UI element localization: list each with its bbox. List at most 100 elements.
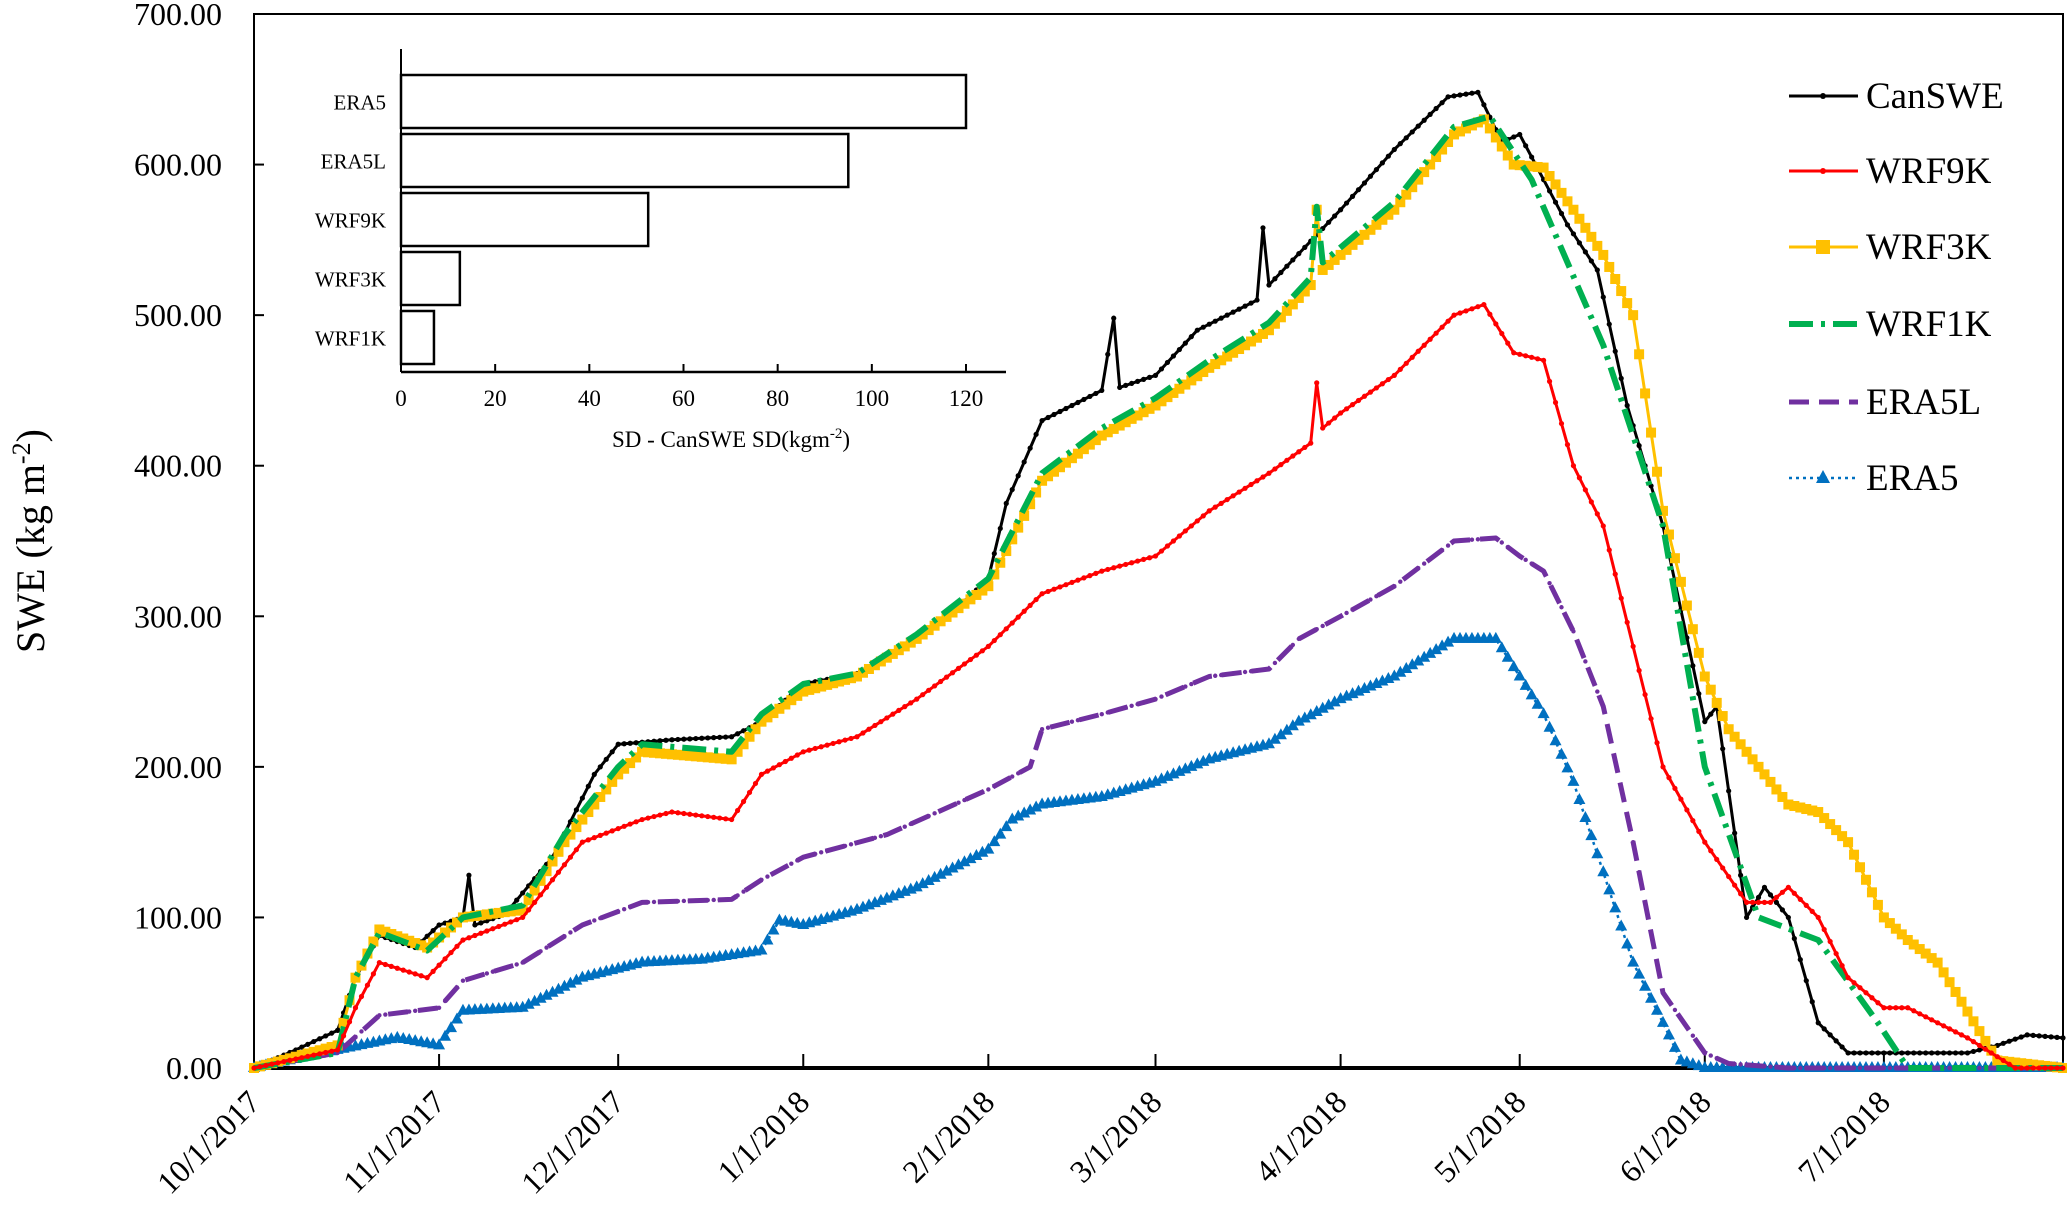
data-point: [1666, 999, 1672, 1004]
inset-x-tick-label: 40: [578, 386, 601, 411]
data-point: [1938, 967, 1949, 978]
data-point: [1610, 274, 1621, 285]
data-point: [1561, 761, 1574, 773]
data-point: [597, 764, 603, 770]
data-point: [1887, 1050, 1893, 1056]
data-point: [693, 735, 699, 742]
data-point: [568, 930, 573, 935]
data-point: [1379, 160, 1385, 166]
data-point: [1884, 918, 1895, 929]
data-point: [1087, 714, 1093, 720]
data-point: [1583, 659, 1588, 664]
data-point: [1899, 1065, 1905, 1071]
data-point: [1594, 267, 1600, 273]
data-point: [323, 1033, 329, 1039]
data-point: [1192, 371, 1203, 382]
data-point: [818, 850, 824, 855]
data-point: [967, 656, 974, 663]
data-point: [1642, 900, 1648, 905]
data-point: [792, 690, 803, 701]
data-point: [1406, 658, 1419, 670]
data-point: [502, 921, 508, 927]
data-point: [1899, 1005, 1905, 1011]
data-point: [1403, 135, 1409, 141]
data-point: [1660, 764, 1666, 770]
data-point: [1738, 872, 1744, 878]
data-point: [1087, 393, 1093, 400]
data-point: [1935, 1020, 1941, 1026]
data-point: [822, 679, 833, 690]
data-point: [365, 1023, 370, 1029]
data-point: [1248, 300, 1254, 306]
data-point: [615, 825, 621, 832]
data-point: [1630, 839, 1636, 845]
data-point: [484, 928, 490, 934]
data-point: [627, 821, 633, 827]
data-point: [1031, 487, 1042, 498]
data-point: [789, 861, 794, 866]
data-point: [920, 692, 926, 698]
data-point: [1332, 415, 1338, 421]
data-point: [761, 933, 774, 945]
data-point: [774, 703, 785, 714]
data-point: [1182, 340, 1188, 346]
data-point: [1475, 89, 1481, 95]
data-point: [705, 813, 711, 820]
data-point: [1562, 196, 1573, 207]
data-point: [1442, 635, 1455, 647]
data-point: [537, 892, 544, 898]
data-point: [1439, 324, 1445, 330]
data-point: [824, 742, 830, 748]
data-point: [329, 1030, 335, 1036]
data-point: [1654, 960, 1660, 965]
data-point: [788, 755, 794, 761]
data-point: [914, 696, 920, 702]
data-point: [1400, 661, 1413, 673]
data-point: [364, 982, 371, 988]
data-point: [1532, 161, 1543, 172]
data-point: [1108, 423, 1119, 434]
data-point: [1361, 180, 1368, 186]
data-point: [947, 607, 958, 618]
data-point: [1606, 321, 1612, 327]
y-tick-label: 700.00: [134, 0, 222, 32]
data-point: [1801, 804, 1812, 815]
data-point: [1129, 380, 1135, 387]
data-point: [1415, 348, 1421, 354]
data-point: [1045, 414, 1051, 421]
data-point: [1669, 553, 1680, 564]
data-point: [690, 751, 701, 762]
data-point: [1397, 141, 1403, 147]
data-point: [1675, 576, 1686, 587]
data-point: [965, 594, 976, 605]
data-point: [1433, 330, 1439, 336]
data-point: [1222, 351, 1233, 362]
inset-category-label: ERA5L: [321, 150, 386, 174]
data-point: [380, 926, 391, 937]
legend-item-canswe: CanSWE: [1789, 76, 2004, 117]
data-point: [1111, 708, 1116, 714]
data-point: [860, 730, 866, 736]
x-tick-label: 1/1/2018: [710, 1083, 816, 1189]
data-point: [1105, 710, 1110, 715]
data-point: [1797, 896, 1803, 902]
data-point: [1165, 691, 1170, 697]
data-point: [678, 750, 689, 761]
data-point: [1290, 642, 1296, 648]
data-point: [991, 550, 997, 557]
data-point: [350, 972, 361, 983]
inset-bar-wrf1k: [399, 309, 436, 366]
data-point: [553, 846, 564, 857]
data-point: [973, 652, 980, 658]
data-point: [1413, 174, 1424, 185]
data-point: [1009, 620, 1015, 626]
y-label-sup: -2: [7, 442, 36, 464]
data-point: [293, 1056, 299, 1062]
data-point: [720, 753, 731, 764]
data-point: [1287, 299, 1298, 310]
data-point: [1899, 1050, 1905, 1056]
data-point: [1186, 375, 1197, 386]
data-point: [615, 741, 621, 747]
data-point: [1690, 1033, 1696, 1038]
data-point: [1714, 856, 1720, 862]
